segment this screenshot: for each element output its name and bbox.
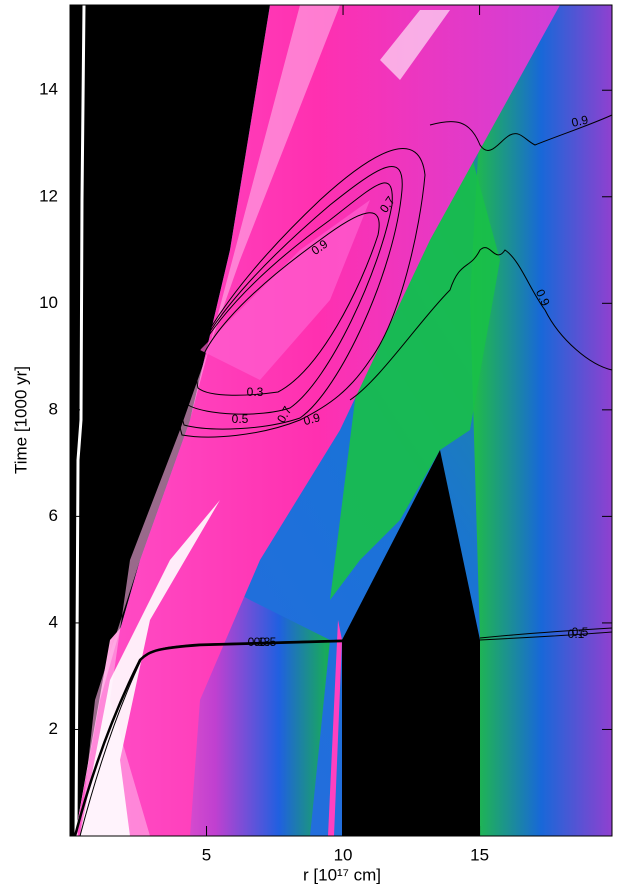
- contour-line: [178, 148, 426, 438]
- y-tick-label: 14: [39, 80, 58, 99]
- contour-line: [73, 639, 344, 837]
- y-axis-label: Time [1000 yr]: [11, 366, 30, 474]
- contour-line: [79, 639, 344, 837]
- y-tick-label: 12: [39, 186, 58, 205]
- y-tick-label: 6: [49, 506, 58, 525]
- x-tick-label: 5: [202, 845, 211, 864]
- contour-label: 0.5: [232, 412, 249, 426]
- contour-label: 0.5: [260, 635, 277, 649]
- contour-line: [196, 212, 380, 396]
- contour-label: 0.1: [568, 627, 585, 641]
- contour-label: 0.9: [533, 287, 553, 308]
- contour-label: 0.9: [302, 410, 322, 428]
- color-map: [70, 5, 612, 836]
- y-tick-label: 4: [49, 612, 58, 631]
- contour-line: [429, 114, 613, 151]
- contour-line: [349, 247, 613, 401]
- contour-label: 0.1: [248, 635, 265, 649]
- contour-label: 0.3: [254, 635, 271, 649]
- contour-line: [186, 182, 393, 415]
- x-tick-label: 10: [334, 845, 353, 864]
- x-tick-label: 15: [470, 845, 489, 864]
- contour-label: 0.5: [572, 625, 589, 639]
- contour-label: 0.3: [247, 385, 264, 399]
- contour-line: [181, 165, 403, 430]
- y-tick-label: 10: [39, 293, 58, 312]
- plot-frame: [69, 4, 613, 837]
- contours: 0.30.5 0.7 0.90.70.90.90.90.10.30.50.10.5: [73, 113, 613, 837]
- contour-line: [479, 627, 613, 639]
- contour-label: 0.9: [570, 113, 590, 130]
- x-axis-label: r [10¹⁷ cm]: [303, 865, 381, 884]
- y-tick-label: 8: [49, 399, 58, 418]
- contour-line: [479, 631, 613, 641]
- y-tick-label: 2: [49, 719, 58, 738]
